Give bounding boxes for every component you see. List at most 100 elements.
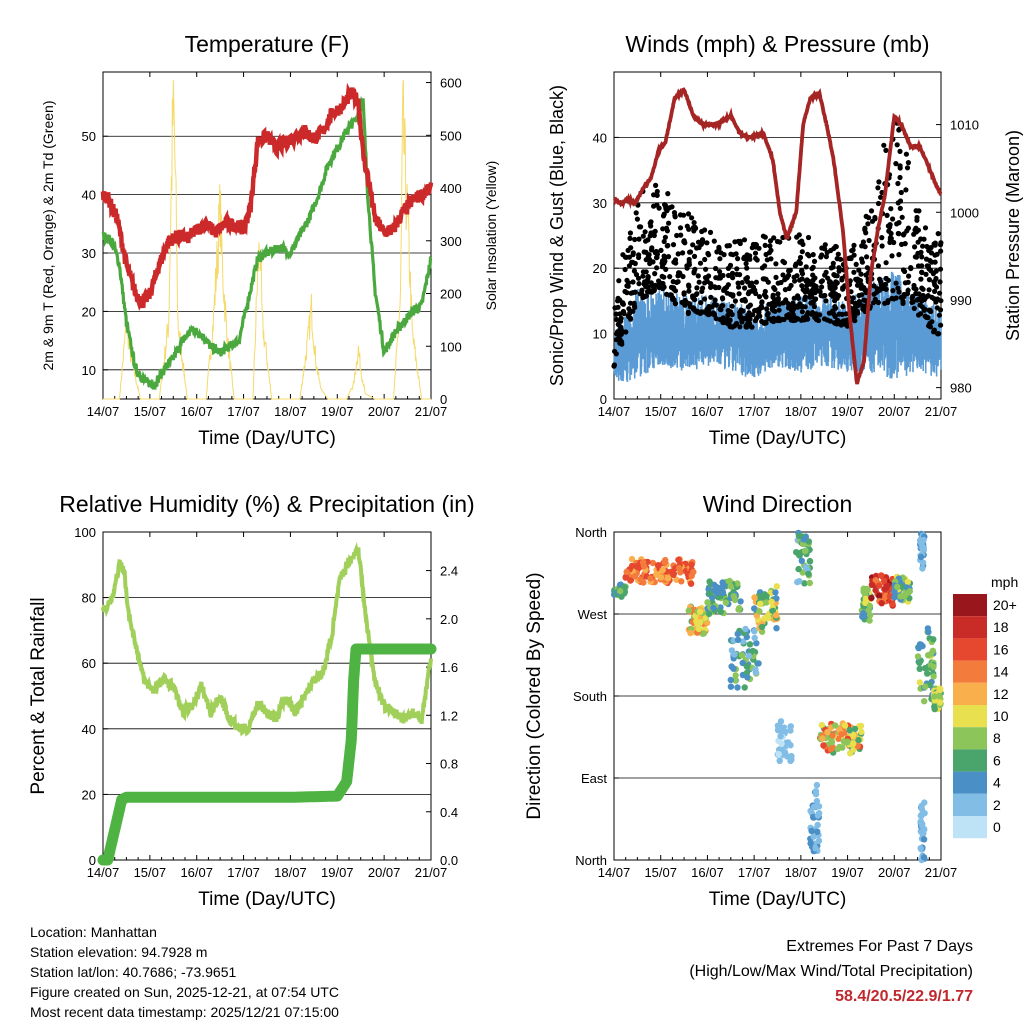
gust-point xyxy=(632,236,638,243)
gust-point xyxy=(894,142,900,148)
y-tick-label: 30 xyxy=(593,196,607,211)
gust-point xyxy=(918,276,924,282)
direction-point xyxy=(795,565,802,573)
gust-point xyxy=(747,256,753,262)
gust-point xyxy=(850,295,856,301)
gust-point xyxy=(904,165,911,171)
gust-point xyxy=(834,256,840,262)
gust-point xyxy=(820,293,826,299)
x-tick-label: 20/07 xyxy=(878,404,911,419)
gust-point xyxy=(795,295,802,301)
gust-point xyxy=(707,229,714,235)
gust-point xyxy=(647,289,653,295)
x-tick-label: 20/07 xyxy=(878,865,911,880)
gust-point xyxy=(661,238,667,245)
gust-point xyxy=(615,304,621,310)
legend-label: 12 xyxy=(993,686,1009,702)
gust-point xyxy=(791,295,797,301)
gust-point xyxy=(677,225,684,231)
gust-point xyxy=(835,251,841,257)
gust-point xyxy=(739,315,745,321)
gust-point xyxy=(844,323,851,329)
y-tick-label: 30 xyxy=(82,246,96,261)
gust-point xyxy=(695,273,701,279)
gust-point xyxy=(823,254,830,260)
direction-point xyxy=(828,739,836,746)
gust-point xyxy=(671,210,678,216)
gust-point xyxy=(780,272,786,278)
gust-point xyxy=(819,284,825,290)
direction-point xyxy=(755,660,762,667)
direction-point xyxy=(829,732,836,739)
direction-point xyxy=(812,845,819,852)
gust-point xyxy=(632,289,638,295)
gust-point xyxy=(923,271,929,277)
gust-point xyxy=(853,261,859,267)
gust-point xyxy=(752,318,759,324)
x-tick-label: 15/07 xyxy=(134,865,167,880)
gust-point xyxy=(832,320,839,327)
gust-point xyxy=(693,225,699,231)
chart-title: Temperature (F) xyxy=(185,31,350,57)
y-tick-label: South xyxy=(573,689,607,704)
gust-point xyxy=(617,311,623,317)
gust-point xyxy=(699,228,705,235)
direction-point xyxy=(916,659,923,666)
direction-point xyxy=(802,564,810,571)
x-tick-label: 17/07 xyxy=(738,865,771,880)
direction-point xyxy=(706,590,713,597)
direction-point xyxy=(772,589,779,596)
gust-point xyxy=(919,254,925,260)
direction-point xyxy=(931,693,938,700)
gust-point xyxy=(662,234,669,240)
direction-point xyxy=(868,594,875,602)
gust-point xyxy=(680,273,686,280)
gust-point xyxy=(773,274,779,280)
gust-point xyxy=(724,290,730,296)
gust-point xyxy=(645,253,651,260)
gust-point xyxy=(651,286,657,292)
direction-point xyxy=(745,652,753,660)
direction-point xyxy=(675,564,683,572)
direction-point xyxy=(814,812,822,819)
gust-point xyxy=(929,294,935,300)
gust-point xyxy=(687,249,693,255)
y2-tick-label: 990 xyxy=(950,293,972,308)
gust-point xyxy=(895,200,901,206)
direction-point xyxy=(717,608,724,615)
gust-point xyxy=(730,293,736,299)
gust-point xyxy=(685,310,691,317)
gust-point xyxy=(896,252,902,258)
direction-point xyxy=(753,640,760,647)
direction-point xyxy=(705,610,713,618)
gust-point xyxy=(700,238,706,244)
y-tick-label: 0 xyxy=(600,392,607,407)
direction-point xyxy=(757,600,764,607)
x-tick-label: 14/07 xyxy=(598,865,631,880)
direction-point xyxy=(628,555,636,563)
direction-point xyxy=(801,580,808,587)
gust-point xyxy=(878,279,884,285)
direction-point xyxy=(787,727,794,734)
gust-point xyxy=(770,302,776,308)
gust-point xyxy=(652,228,658,234)
gust-point xyxy=(815,288,822,294)
gust-point xyxy=(893,161,899,167)
y2-tick-label: 1.2 xyxy=(440,708,458,723)
direction-point xyxy=(761,615,768,622)
gust-point xyxy=(888,206,894,212)
gust-point xyxy=(879,284,885,290)
gust-point xyxy=(717,273,723,279)
y-axis-label: Percent & Total Rainfall xyxy=(28,597,49,794)
gust-point xyxy=(641,281,647,287)
gust-point xyxy=(685,211,692,217)
direction-point xyxy=(713,589,720,596)
direction-point xyxy=(776,757,783,764)
x-tick-label: 16/07 xyxy=(691,865,724,880)
direction-point xyxy=(814,828,821,835)
y-tick-label: 80 xyxy=(82,591,96,606)
station-elevation: Station elevation: 94.7928 m xyxy=(30,944,208,960)
gust-point xyxy=(640,233,646,239)
gust-point xyxy=(681,290,687,296)
legend-swatch xyxy=(953,793,987,816)
